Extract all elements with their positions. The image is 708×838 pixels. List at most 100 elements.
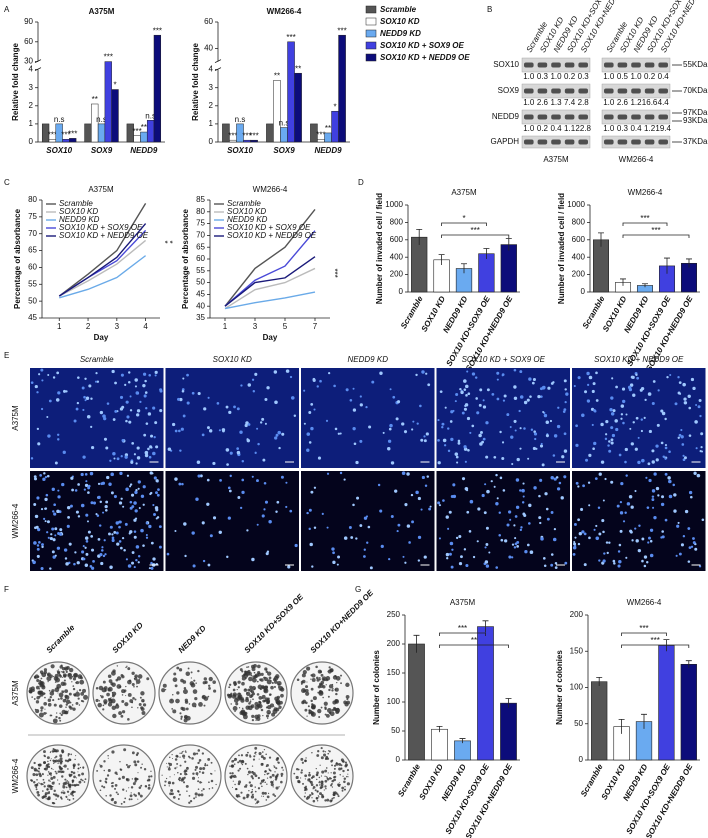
cell — [533, 432, 538, 436]
cell — [587, 383, 590, 387]
colony — [72, 771, 76, 775]
cell — [121, 405, 125, 409]
cell — [352, 408, 357, 412]
colony — [231, 694, 237, 699]
cell — [87, 484, 91, 488]
colony — [185, 671, 191, 677]
cell — [419, 404, 422, 408]
colony — [344, 761, 348, 764]
colony — [45, 798, 47, 800]
colony — [246, 692, 248, 694]
cell — [651, 460, 655, 464]
cell — [595, 371, 598, 375]
cell — [59, 528, 63, 532]
colony — [107, 757, 109, 759]
band — [644, 139, 655, 145]
cell — [118, 525, 121, 529]
error-bar — [438, 254, 445, 266]
colony — [131, 671, 135, 675]
cell — [54, 527, 58, 531]
colony — [72, 766, 75, 769]
cell — [668, 479, 672, 484]
colony — [50, 714, 53, 717]
cell — [649, 539, 653, 543]
legend-label: NEDD9 KD — [227, 215, 268, 224]
cell — [514, 537, 517, 540]
cell — [486, 388, 490, 392]
colony — [253, 755, 256, 758]
cell — [144, 453, 149, 458]
cell — [133, 535, 137, 539]
colony — [64, 698, 66, 701]
cell — [664, 472, 668, 476]
cell — [465, 394, 468, 397]
quant-value: 0.5 — [617, 72, 629, 81]
colony — [68, 783, 72, 787]
y-tick-label: 40 — [196, 301, 205, 310]
line — [59, 255, 147, 299]
cell — [36, 544, 40, 547]
colony — [107, 755, 109, 757]
colony — [303, 795, 306, 798]
cell — [600, 460, 605, 464]
colony — [114, 771, 118, 775]
cell — [635, 373, 638, 376]
colony — [198, 770, 201, 773]
column-label: NED9 KD — [177, 624, 208, 655]
quant-value: 1.0 — [603, 124, 615, 133]
colony — [179, 772, 182, 776]
colony — [249, 685, 253, 689]
cell — [464, 487, 469, 491]
colony — [312, 786, 316, 789]
cell — [664, 446, 668, 450]
cell — [631, 375, 635, 380]
colony — [49, 751, 51, 754]
colony — [111, 750, 115, 754]
colony — [125, 695, 127, 697]
cell — [90, 425, 93, 429]
legend-swatch — [365, 41, 377, 50]
band — [564, 62, 575, 68]
colony — [55, 677, 61, 683]
cell — [696, 473, 701, 478]
colony — [322, 696, 324, 699]
cell — [447, 527, 450, 530]
x-tick-label: 2 — [86, 322, 91, 331]
band — [617, 88, 628, 94]
colony — [247, 666, 250, 668]
colony — [262, 715, 264, 717]
y-tick-label: 800 — [572, 218, 586, 227]
y-tick-label: 40 — [204, 44, 213, 53]
colony — [30, 779, 34, 782]
colony — [346, 769, 350, 772]
cell — [306, 511, 309, 515]
cell — [538, 516, 542, 520]
colony — [161, 688, 166, 693]
cell — [445, 552, 450, 557]
cell — [156, 493, 160, 497]
cell — [46, 415, 49, 418]
cell — [660, 441, 664, 445]
colony — [146, 677, 150, 681]
colony — [124, 702, 129, 707]
cell — [110, 472, 114, 477]
colony — [229, 775, 233, 779]
colony — [67, 752, 70, 756]
cell — [661, 411, 666, 416]
cell — [479, 442, 483, 446]
y-tick-label: 70 — [196, 231, 205, 240]
cell — [463, 379, 467, 383]
colony — [167, 781, 172, 785]
cell — [547, 386, 551, 390]
band — [604, 139, 614, 145]
colony — [169, 698, 175, 704]
cell — [682, 454, 685, 457]
colony — [47, 797, 51, 801]
colony — [103, 769, 106, 772]
colony — [171, 781, 175, 785]
colony — [95, 686, 99, 690]
colony — [175, 698, 180, 704]
colony — [133, 685, 135, 688]
colony — [131, 683, 135, 687]
cell — [577, 518, 580, 522]
